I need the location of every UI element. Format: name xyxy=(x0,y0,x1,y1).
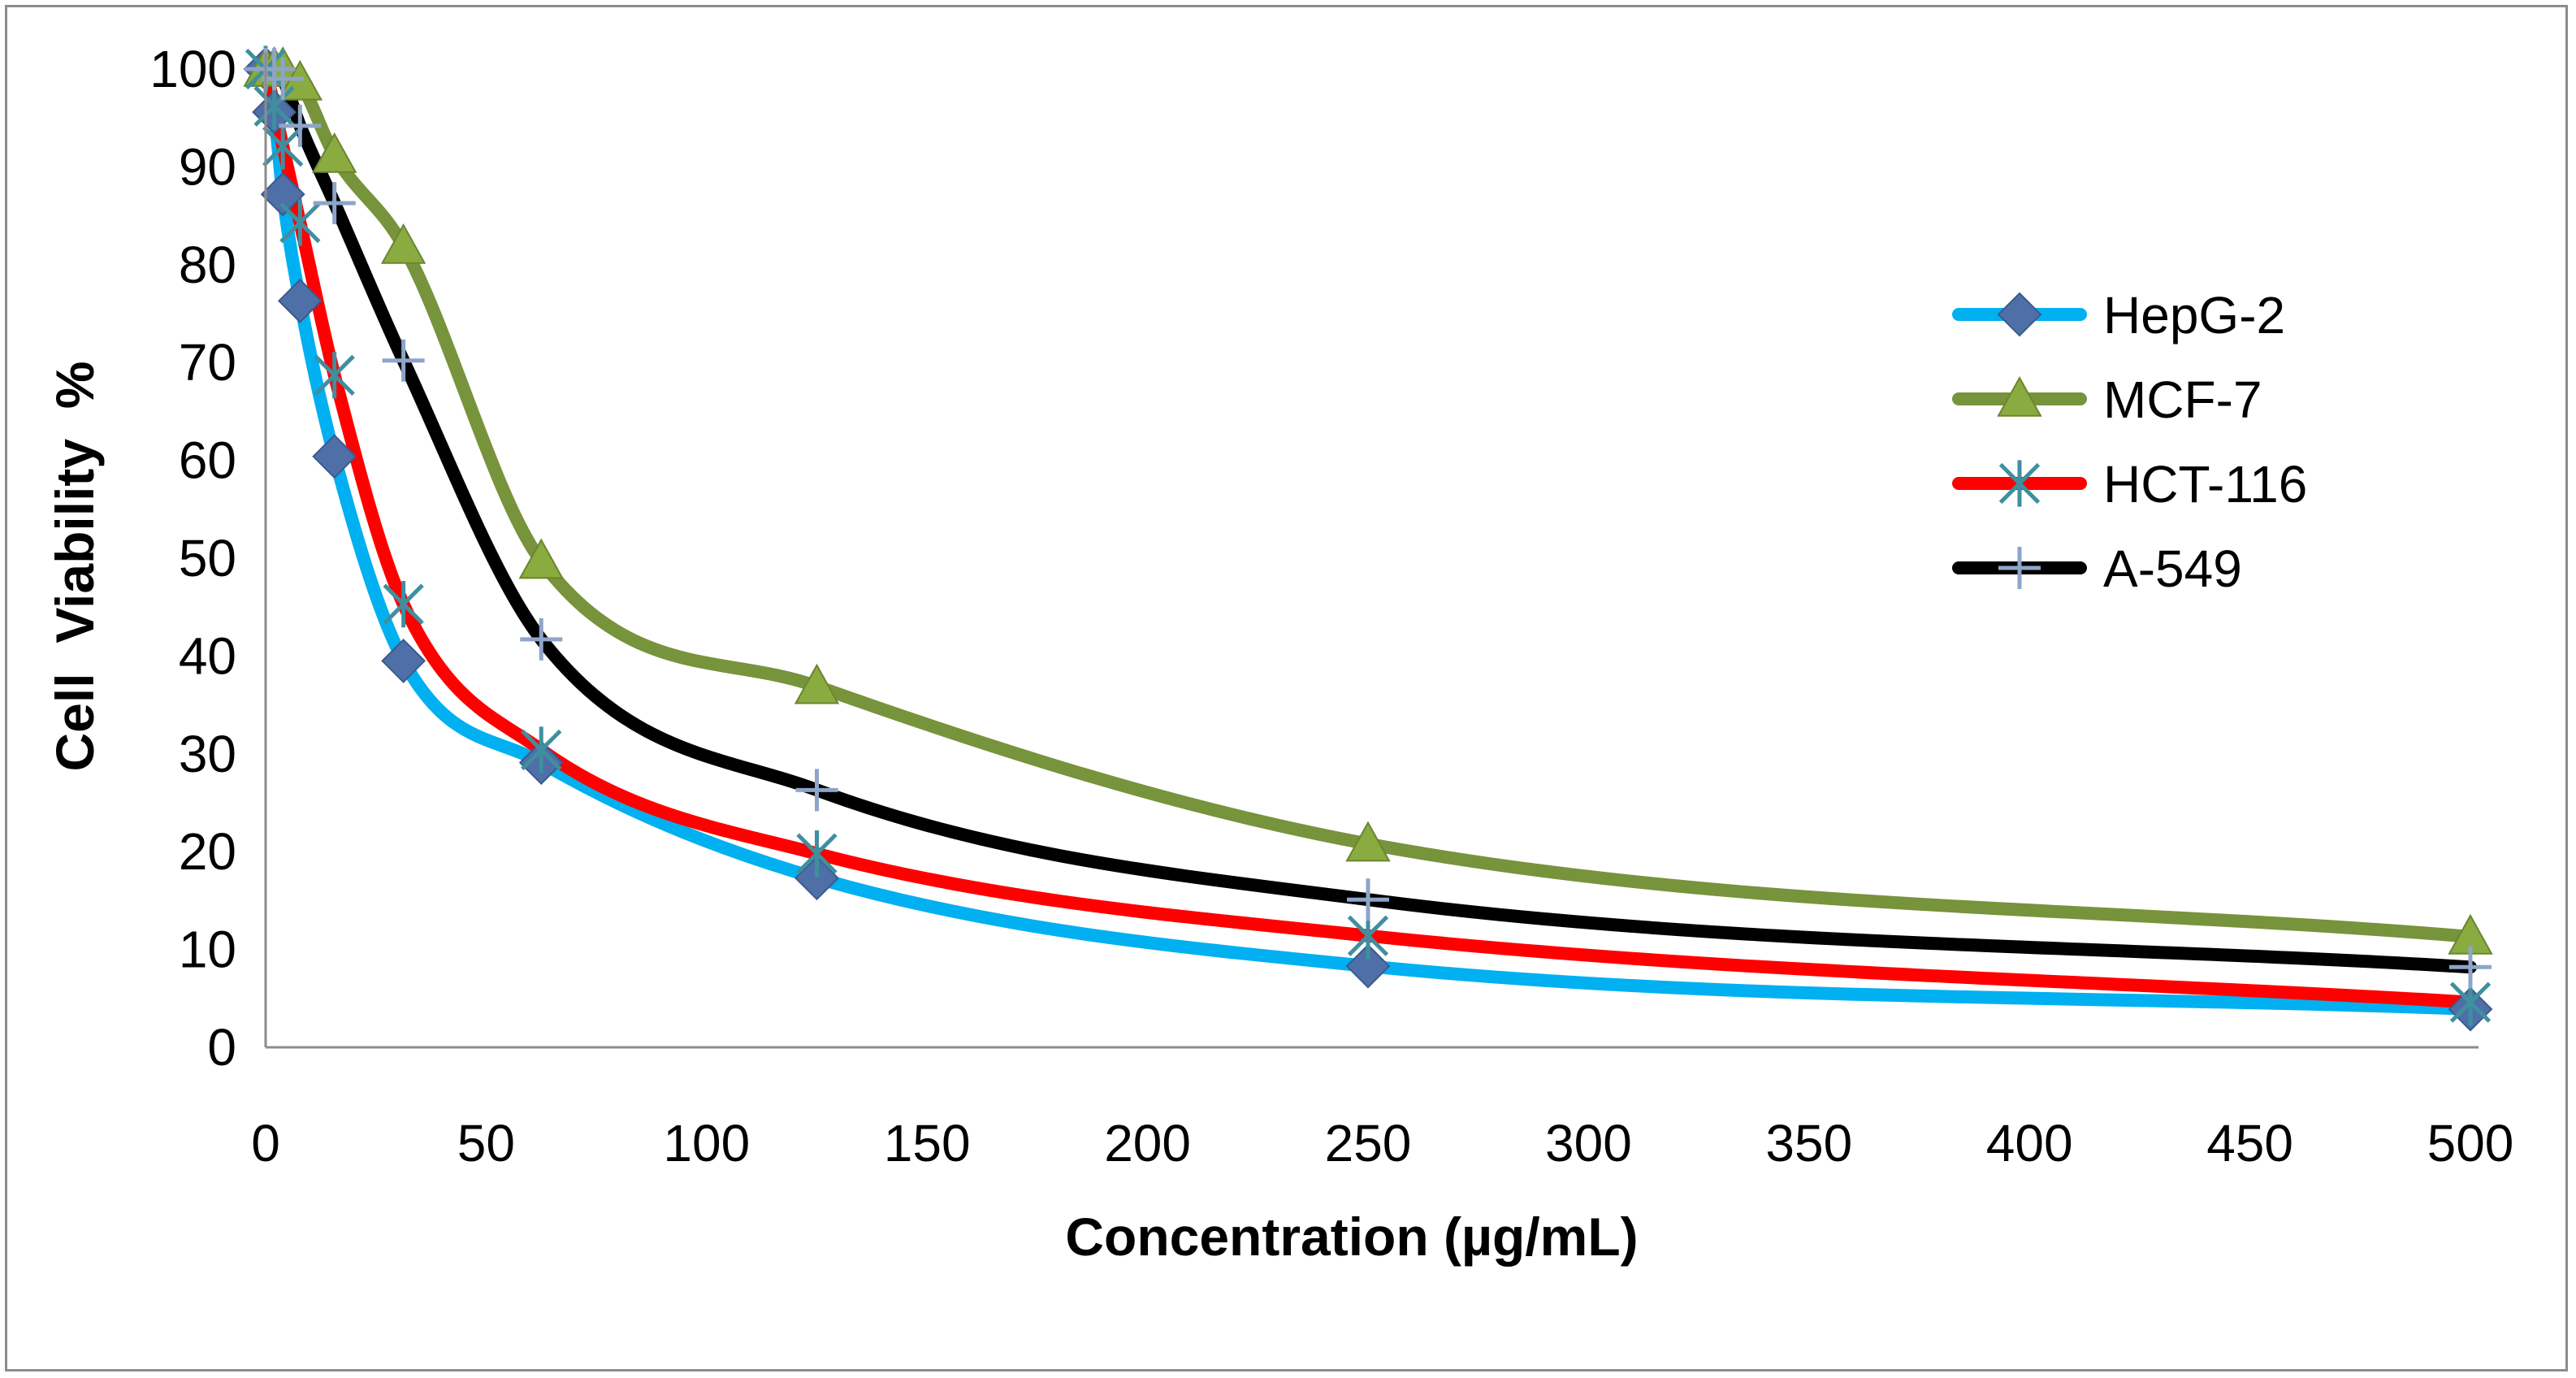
legend-label: MCF-7 xyxy=(2103,370,2262,429)
x-tick-label: 500 xyxy=(2427,1114,2514,1172)
data-point-hct-116 xyxy=(279,199,321,246)
y-axis-title: Cell Viability % xyxy=(45,362,105,772)
data-point-hct-116 xyxy=(253,83,295,130)
legend-label: HCT-116 xyxy=(2103,455,2307,514)
x-tick-label: 300 xyxy=(1545,1114,1632,1172)
data-point-a-549 xyxy=(382,339,425,382)
legend-marker xyxy=(1998,547,2041,589)
data-point-hepg-2 xyxy=(794,856,839,901)
x-axis-title: Concentration (µg/mL) xyxy=(1065,1207,1638,1267)
legend-marker xyxy=(1998,460,2041,507)
data-point-hepg-2 xyxy=(381,639,426,683)
data-point-hepg-2 xyxy=(277,278,323,323)
x-tick-label: 350 xyxy=(1765,1114,1852,1172)
legend-label: A-549 xyxy=(2103,540,2242,598)
legend-marker xyxy=(1997,375,2042,417)
x-tick-label: 0 xyxy=(251,1114,280,1172)
data-point-hct-116 xyxy=(383,580,424,628)
legend-label: HepG-2 xyxy=(2103,286,2285,344)
data-point-a-549 xyxy=(2449,946,2492,989)
data-point-mcf-7 xyxy=(1345,821,1391,862)
y-tick-label: 80 xyxy=(179,236,236,294)
line-chart: 0 10 20 30 40 50 60 70 80 90 100 0 50 100 150 200 250 30… xyxy=(45,40,2513,1267)
data-point-hepg-2 xyxy=(312,434,357,479)
data-point-hct-116 xyxy=(314,352,355,399)
data-point-mcf-7 xyxy=(311,132,357,173)
chart-frame: 0 10 20 30 40 50 60 70 80 90 100 0 50 100 150 200 250 30… xyxy=(5,5,2568,1372)
data-point-mcf-7 xyxy=(380,223,426,264)
x-tick-label: 200 xyxy=(1104,1114,1191,1172)
y-tick-label: 30 xyxy=(179,725,236,783)
data-point-a-549 xyxy=(1347,878,1389,921)
data-point-hepg-2 xyxy=(260,171,305,217)
x-tick-label: 250 xyxy=(1325,1114,1412,1172)
data-point-a-549 xyxy=(279,104,322,147)
y-tick-label: 20 xyxy=(179,822,236,881)
data-point-hct-116 xyxy=(796,830,838,878)
y-tick-label: 0 xyxy=(207,1018,236,1077)
y-tick-label: 70 xyxy=(179,333,236,392)
data-point-a-549 xyxy=(520,618,563,661)
legend-item-a-549: A-549 xyxy=(1952,540,2242,598)
legend-marker xyxy=(1997,292,2042,337)
legend: HepG-2 MCF-7 HCT-116 A-549 xyxy=(1952,286,2307,598)
y-tick-label: 60 xyxy=(179,431,236,490)
legend-item-mcf-7: MCF-7 xyxy=(1952,370,2262,429)
data-point-hepg-2 xyxy=(1345,943,1391,989)
x-axis-ticks: 0 50 100 150 200 250 300 350 400 450 500 xyxy=(251,1114,2513,1172)
data-point-a-549 xyxy=(262,58,305,101)
x-tick-label: 400 xyxy=(1986,1114,2073,1172)
y-tick-label: 50 xyxy=(179,529,236,587)
y-tick-label: 90 xyxy=(179,137,236,196)
data-point-mcf-7 xyxy=(794,663,840,704)
y-tick-label: 40 xyxy=(179,626,236,685)
y-tick-label: 10 xyxy=(179,921,236,979)
x-tick-label: 150 xyxy=(884,1114,971,1172)
series-line-hct-116 xyxy=(259,63,2477,1009)
x-tick-label: 450 xyxy=(2206,1114,2293,1172)
legend-item-hepg-2: HepG-2 xyxy=(1952,286,2285,344)
y-tick-label: 100 xyxy=(149,40,236,98)
series-markers xyxy=(243,46,2493,1032)
data-point-a-549 xyxy=(313,181,356,224)
data-point-a-549 xyxy=(795,769,838,812)
data-point-a-549 xyxy=(253,48,296,90)
legend-item-hct-116: HCT-116 xyxy=(1952,455,2307,514)
x-tick-label: 100 xyxy=(663,1114,750,1172)
data-point-mcf-7 xyxy=(518,538,564,579)
data-point-hct-116 xyxy=(521,726,562,774)
y-axis-ticks: 0 10 20 30 40 50 60 70 80 90 100 xyxy=(149,40,236,1077)
data-point-hct-116 xyxy=(262,123,304,170)
x-tick-label: 50 xyxy=(457,1114,515,1172)
